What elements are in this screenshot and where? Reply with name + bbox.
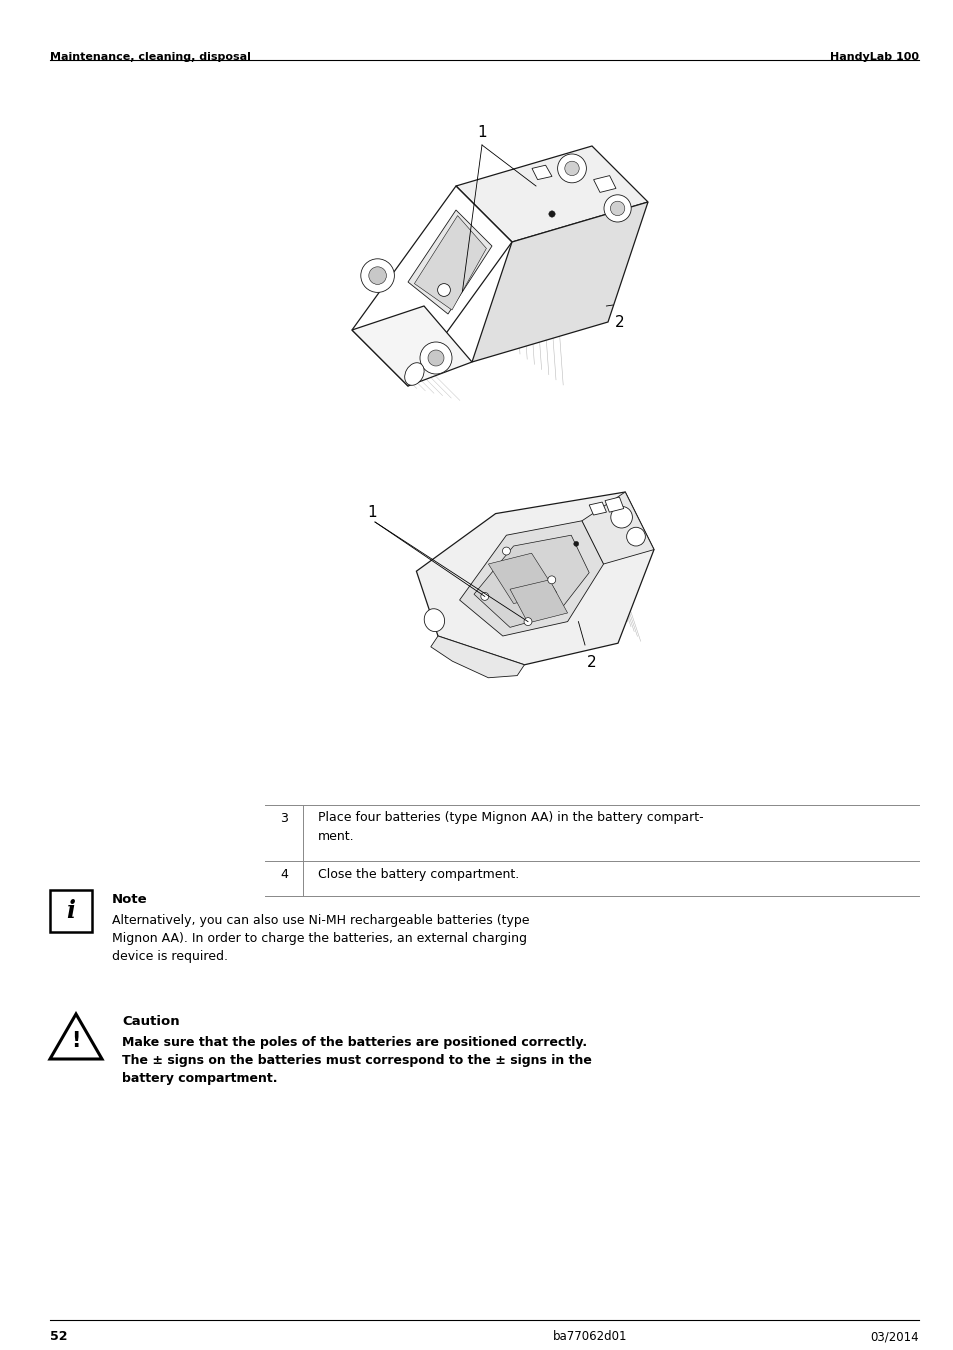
Text: Close the battery compartment.: Close the battery compartment. (317, 868, 518, 882)
Circle shape (437, 284, 450, 297)
Polygon shape (352, 186, 512, 386)
Text: 1: 1 (476, 126, 486, 140)
Polygon shape (416, 491, 654, 664)
Circle shape (547, 576, 556, 583)
Text: The ± signs on the batteries must correspond to the ± signs in the: The ± signs on the batteries must corres… (122, 1054, 591, 1067)
Text: ba77062d01: ba77062d01 (553, 1330, 627, 1343)
Circle shape (610, 201, 624, 216)
Text: Maintenance, cleaning, disposal: Maintenance, cleaning, disposal (50, 53, 251, 62)
Text: battery compartment.: battery compartment. (122, 1072, 277, 1085)
Polygon shape (352, 306, 472, 386)
Text: Mignon AA). In order to charge the batteries, an external charging: Mignon AA). In order to charge the batte… (112, 931, 526, 945)
Text: i: i (67, 899, 75, 923)
Polygon shape (50, 1014, 102, 1058)
Text: HandyLab 100: HandyLab 100 (829, 53, 918, 62)
Circle shape (369, 267, 386, 285)
Text: 03/2014: 03/2014 (869, 1330, 918, 1343)
Text: Place four batteries (type Mignon AA) in the battery compart-: Place four batteries (type Mignon AA) in… (317, 811, 703, 824)
Text: Make sure that the poles of the batteries are positioned correctly.: Make sure that the poles of the batterie… (122, 1035, 586, 1049)
Polygon shape (593, 176, 616, 193)
Circle shape (548, 211, 555, 217)
FancyBboxPatch shape (50, 890, 91, 932)
Text: Alternatively, you can also use Ni-MH rechargeable batteries (type: Alternatively, you can also use Ni-MH re… (112, 914, 529, 927)
Text: device is required.: device is required. (112, 950, 228, 963)
Circle shape (360, 259, 394, 293)
Text: Caution: Caution (122, 1015, 179, 1027)
Text: 52: 52 (50, 1330, 68, 1343)
Text: 2: 2 (615, 315, 624, 329)
Polygon shape (474, 535, 589, 628)
Polygon shape (472, 202, 647, 362)
Polygon shape (456, 146, 647, 242)
Ellipse shape (424, 609, 444, 632)
Circle shape (626, 528, 644, 545)
Polygon shape (589, 502, 606, 516)
Polygon shape (431, 636, 524, 678)
Circle shape (502, 547, 510, 555)
Circle shape (564, 161, 578, 176)
Polygon shape (532, 165, 552, 180)
Polygon shape (488, 554, 557, 603)
Circle shape (419, 342, 452, 374)
Polygon shape (604, 497, 623, 512)
Ellipse shape (404, 363, 424, 385)
Polygon shape (408, 211, 492, 315)
Circle shape (603, 194, 631, 221)
Text: ment.: ment. (317, 830, 355, 842)
Text: 4: 4 (280, 868, 288, 882)
Text: 2: 2 (586, 655, 596, 670)
Text: 3: 3 (280, 811, 288, 825)
Circle shape (557, 154, 586, 182)
Text: !: ! (71, 1031, 81, 1052)
Text: Note: Note (112, 892, 148, 906)
Circle shape (610, 506, 632, 528)
Polygon shape (414, 216, 486, 310)
Polygon shape (510, 580, 567, 624)
Circle shape (480, 593, 488, 601)
Circle shape (428, 350, 443, 366)
Polygon shape (581, 491, 654, 564)
Circle shape (523, 618, 532, 625)
Text: 1: 1 (367, 505, 376, 520)
Circle shape (573, 541, 578, 547)
Polygon shape (459, 521, 603, 636)
